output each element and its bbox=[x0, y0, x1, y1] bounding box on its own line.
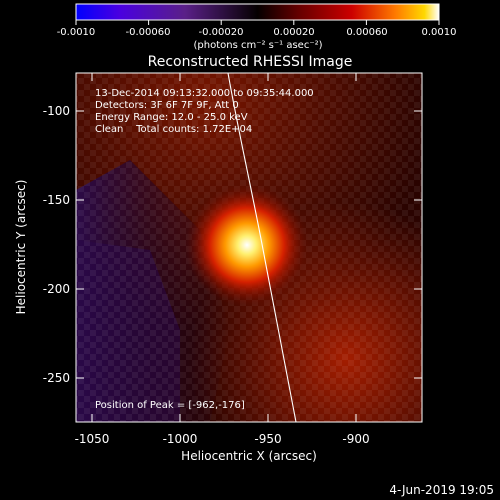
y-tick-label: -150 bbox=[43, 193, 70, 207]
y-axis-ticks bbox=[76, 110, 422, 379]
colorbar-tick-label: 0.00020 bbox=[273, 27, 314, 38]
clean-counts: Clean Total counts: 1.72E+04 bbox=[95, 124, 252, 135]
x-axis-label: Heliocentric X (arcsec) bbox=[181, 449, 317, 463]
y-tick-label: -100 bbox=[43, 104, 70, 118]
x-axis-ticks bbox=[91, 73, 357, 422]
colorbar-tick-label: 0.00060 bbox=[346, 27, 387, 38]
colorbar-tick-label: -0.0010 bbox=[57, 27, 96, 38]
colorbar bbox=[75, 3, 440, 21]
colorbar-ticks bbox=[75, 20, 440, 25]
colorbar-units: (photons cm⁻² s⁻¹ asec⁻²) bbox=[193, 40, 322, 51]
energy-range: Energy Range: 12.0 - 25.0 keV bbox=[95, 112, 248, 123]
time-range: 13-Dec-2014 09:13:32.000 to 09:35:44.000 bbox=[95, 88, 314, 99]
rhessi-image bbox=[76, 73, 422, 422]
y-tick-label: -250 bbox=[43, 371, 70, 385]
plot-title: Reconstructed RHESSI Image bbox=[148, 54, 353, 70]
colorbar-tick-label: -0.00060 bbox=[126, 27, 171, 38]
x-tick-label: -900 bbox=[342, 432, 369, 446]
x-tick-label: -1050 bbox=[75, 432, 110, 446]
footer-date: 4-Jun-2019 19:05 bbox=[389, 483, 494, 497]
y-axis-label: Heliocentric Y (arcsec) bbox=[14, 180, 28, 315]
x-tick-label: -950 bbox=[254, 432, 281, 446]
plot-frame bbox=[75, 72, 423, 423]
solar-limb bbox=[227, 73, 297, 422]
y-tick-label: -200 bbox=[43, 282, 70, 296]
colorbar-tick-label: 0.0010 bbox=[422, 27, 457, 38]
flare-source bbox=[185, 183, 309, 307]
detectors: Detectors: 3F 6F 7F 9F, Att 0 bbox=[95, 100, 239, 111]
peak-position: Position of Peak = [-962,-176] bbox=[95, 400, 245, 411]
colorbar-tick-label: -0.00020 bbox=[199, 27, 244, 38]
x-tick-label: -1000 bbox=[163, 432, 198, 446]
